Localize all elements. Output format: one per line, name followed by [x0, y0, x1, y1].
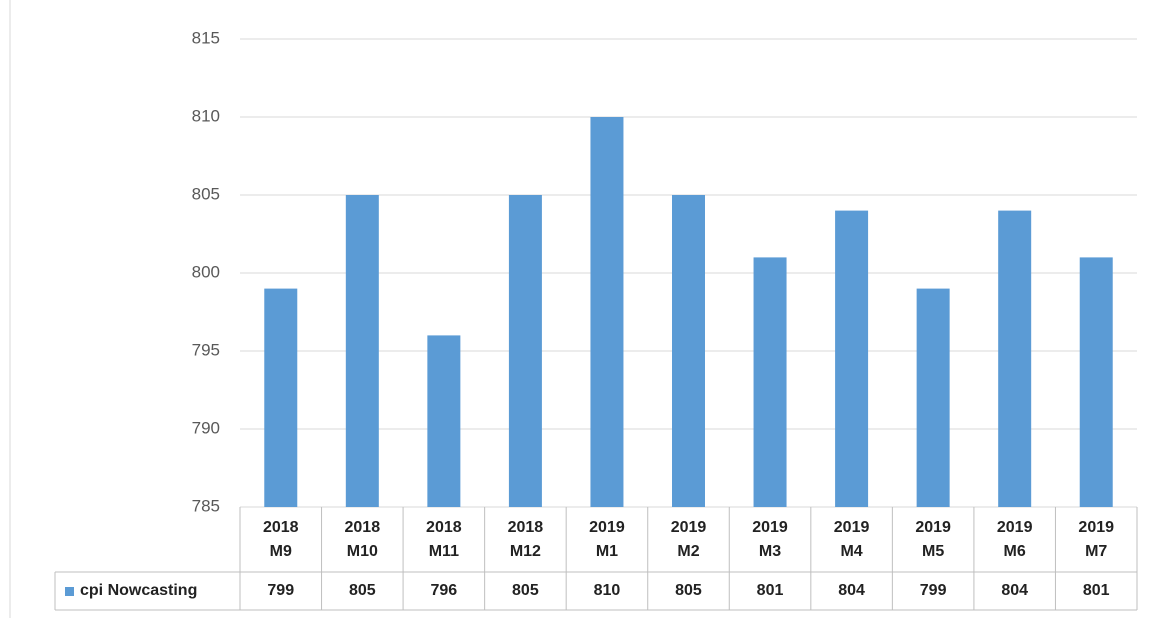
legend-label: cpi Nowcasting	[80, 582, 198, 599]
y-tick-label: 800	[192, 262, 220, 281]
bar	[753, 257, 787, 507]
x-tick-label: 2018 M12	[507, 518, 544, 560]
legend-swatch	[65, 586, 74, 596]
table-value: 796	[430, 582, 458, 599]
table-value: 799	[919, 582, 947, 599]
x-tick-label: 2019 M2	[670, 518, 707, 560]
table-value: 805	[348, 582, 376, 599]
x-tick-label: 2019 M4	[833, 518, 870, 560]
bar	[998, 210, 1032, 507]
x-tick-label: 2018 M9	[262, 518, 299, 560]
bar	[1079, 257, 1113, 507]
x-tick-label: 2018 M11	[426, 518, 462, 560]
bar	[345, 195, 379, 507]
table-value: 810	[593, 582, 621, 599]
bar	[508, 195, 542, 507]
x-tick-label: 2019 M5	[915, 518, 951, 560]
y-tick-label: 810	[192, 106, 220, 125]
x-tick-label: 2018 M10	[344, 518, 381, 560]
x-tick-label: 2019 M3	[752, 518, 788, 560]
bar	[916, 288, 950, 507]
y-tick-label: 790	[192, 418, 220, 437]
table-value: 805	[675, 582, 702, 599]
legend-entry: cpi Nowcasting	[55, 572, 240, 610]
x-tick-label: 2019 M6	[996, 518, 1033, 560]
bar	[672, 195, 705, 507]
y-tick-label: 795	[192, 340, 220, 359]
bar	[590, 117, 624, 507]
y-tick-label: 815	[192, 28, 220, 47]
table-value: 805	[512, 582, 539, 599]
x-tick-label: 2019 M7	[1078, 518, 1115, 560]
x-tick-label: 2019 M1	[589, 518, 625, 560]
y-tick-label: 805	[192, 184, 220, 203]
bar	[427, 335, 461, 507]
y-tick-label: 785	[192, 496, 220, 515]
table-value: 804	[1001, 582, 1029, 599]
table-value: 801	[756, 582, 784, 599]
table-value: 804	[838, 582, 865, 599]
bar	[264, 288, 298, 507]
bar	[835, 210, 869, 507]
table-value: 801	[1082, 582, 1110, 599]
table-value: 799	[267, 582, 295, 599]
